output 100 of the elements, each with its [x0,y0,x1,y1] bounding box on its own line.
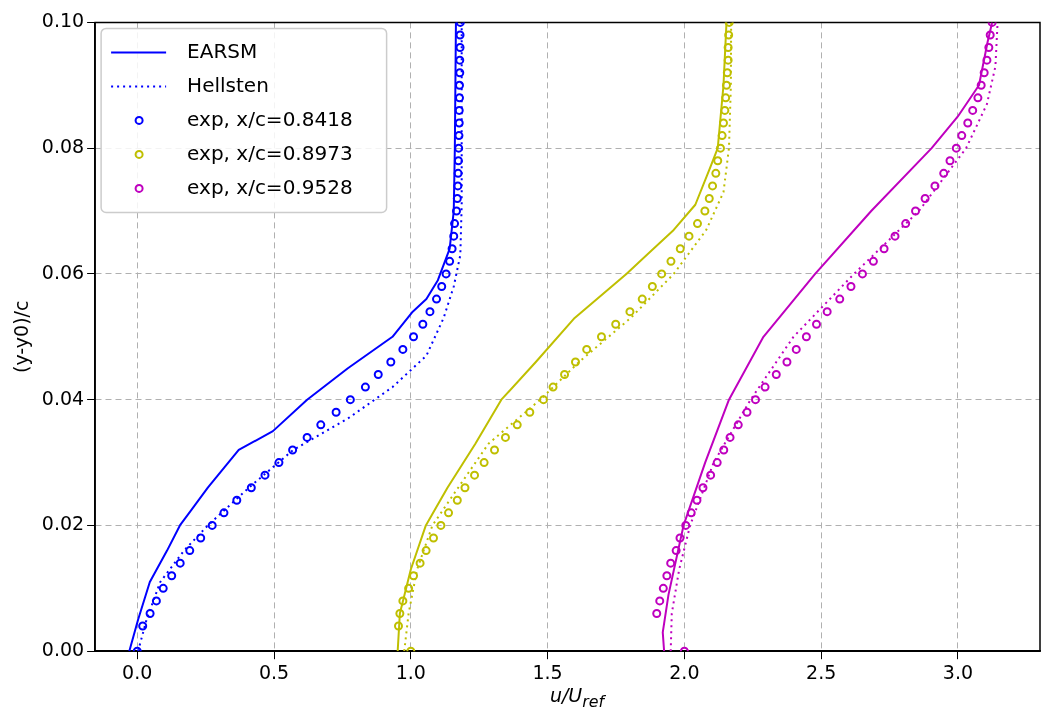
point [700,206,710,216]
legend-label: exp, x/c=0.9528 [187,174,353,199]
point [715,143,725,153]
point [425,307,435,317]
point [708,181,718,191]
point [316,420,326,430]
point [260,470,270,480]
point [750,395,760,405]
y-tick-label: 0.06 [41,260,85,283]
point [453,156,463,166]
point [570,357,580,367]
point [692,495,702,505]
point [452,193,462,203]
point [718,118,728,128]
point [675,533,685,543]
point [720,105,730,115]
point [675,244,685,254]
point [666,558,676,568]
point [454,105,464,115]
point [232,495,242,505]
point [404,583,414,593]
point [453,168,463,178]
y-tick-label: 0.10 [41,9,85,32]
point [185,546,195,556]
point [450,219,460,229]
x-tick-label: 1.5 [532,660,563,683]
point [733,420,743,430]
point [979,68,989,78]
point [957,131,967,141]
point [725,432,735,442]
point [345,395,355,405]
point [671,546,681,556]
point [760,382,770,392]
point [470,470,480,480]
point [868,256,878,266]
point [681,520,691,530]
point [596,332,606,342]
point [455,55,465,65]
point [719,445,729,455]
point [444,508,454,518]
point [219,508,229,518]
legend-label: Hellsten [187,72,269,97]
point [662,571,672,581]
point [879,244,889,254]
point [655,596,665,606]
point [812,319,821,329]
point [791,344,801,354]
point [490,445,500,455]
point [409,571,419,581]
point [911,206,921,216]
point [145,608,155,618]
point [782,357,792,367]
x-tick-label: 0.5 [258,660,290,683]
point [455,43,465,53]
point [360,382,370,392]
point [207,520,217,530]
point [560,370,570,380]
point [331,407,341,417]
point [982,55,992,65]
point [721,80,731,90]
point [538,395,548,405]
point [454,131,464,141]
point [939,168,949,178]
point [525,407,535,417]
point [437,282,447,291]
y-tick-label: 0.04 [41,386,85,409]
point [985,30,995,40]
point [449,231,459,241]
point [973,93,983,103]
point [451,206,461,216]
point [963,118,973,128]
point [711,168,721,178]
point [890,231,900,241]
point [686,508,696,518]
x-tick-label: 3.0 [942,660,974,683]
point [196,533,206,543]
point [706,470,716,480]
point [723,55,733,65]
point [167,571,177,581]
point [846,282,856,291]
x-tick-label: 0.0 [122,660,153,683]
point [418,319,428,329]
point [724,30,734,40]
point [666,256,676,266]
point [432,294,442,304]
point [637,294,647,304]
point [968,105,978,115]
point [274,458,284,468]
point [930,181,940,191]
point [398,344,408,354]
point [984,43,994,53]
point [395,608,405,618]
point [453,181,463,191]
point [657,269,667,279]
point [684,231,694,241]
point [138,621,148,631]
point [548,382,558,392]
point [288,445,298,455]
point [723,43,733,53]
point [302,432,312,442]
